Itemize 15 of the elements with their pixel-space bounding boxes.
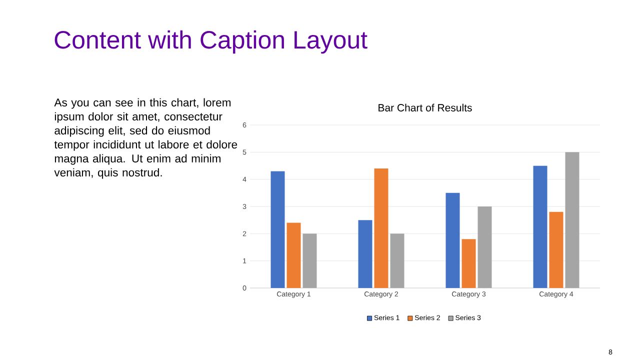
bar (270, 171, 285, 288)
bar (302, 234, 317, 288)
bar (549, 212, 564, 288)
bar (286, 222, 301, 288)
bar (446, 192, 460, 288)
bar (374, 168, 388, 288)
bar (390, 234, 404, 288)
chart-title: Bar Chart of Results (378, 104, 472, 112)
text: Content with Caption Layout (54, 30, 368, 54)
bar (478, 206, 492, 288)
bar (462, 239, 476, 288)
bar (533, 166, 548, 288)
text: As you can see in this chart, lorem ipsum dolor sit amet, consectetur adipiscing elit, sed do eiusmod tempor incididunt ut labore et dolore magna aliqua. Ut enim ad minim veniam, quis nostrud. (54, 98, 238, 179)
bar (358, 220, 372, 288)
bar (565, 152, 580, 288)
